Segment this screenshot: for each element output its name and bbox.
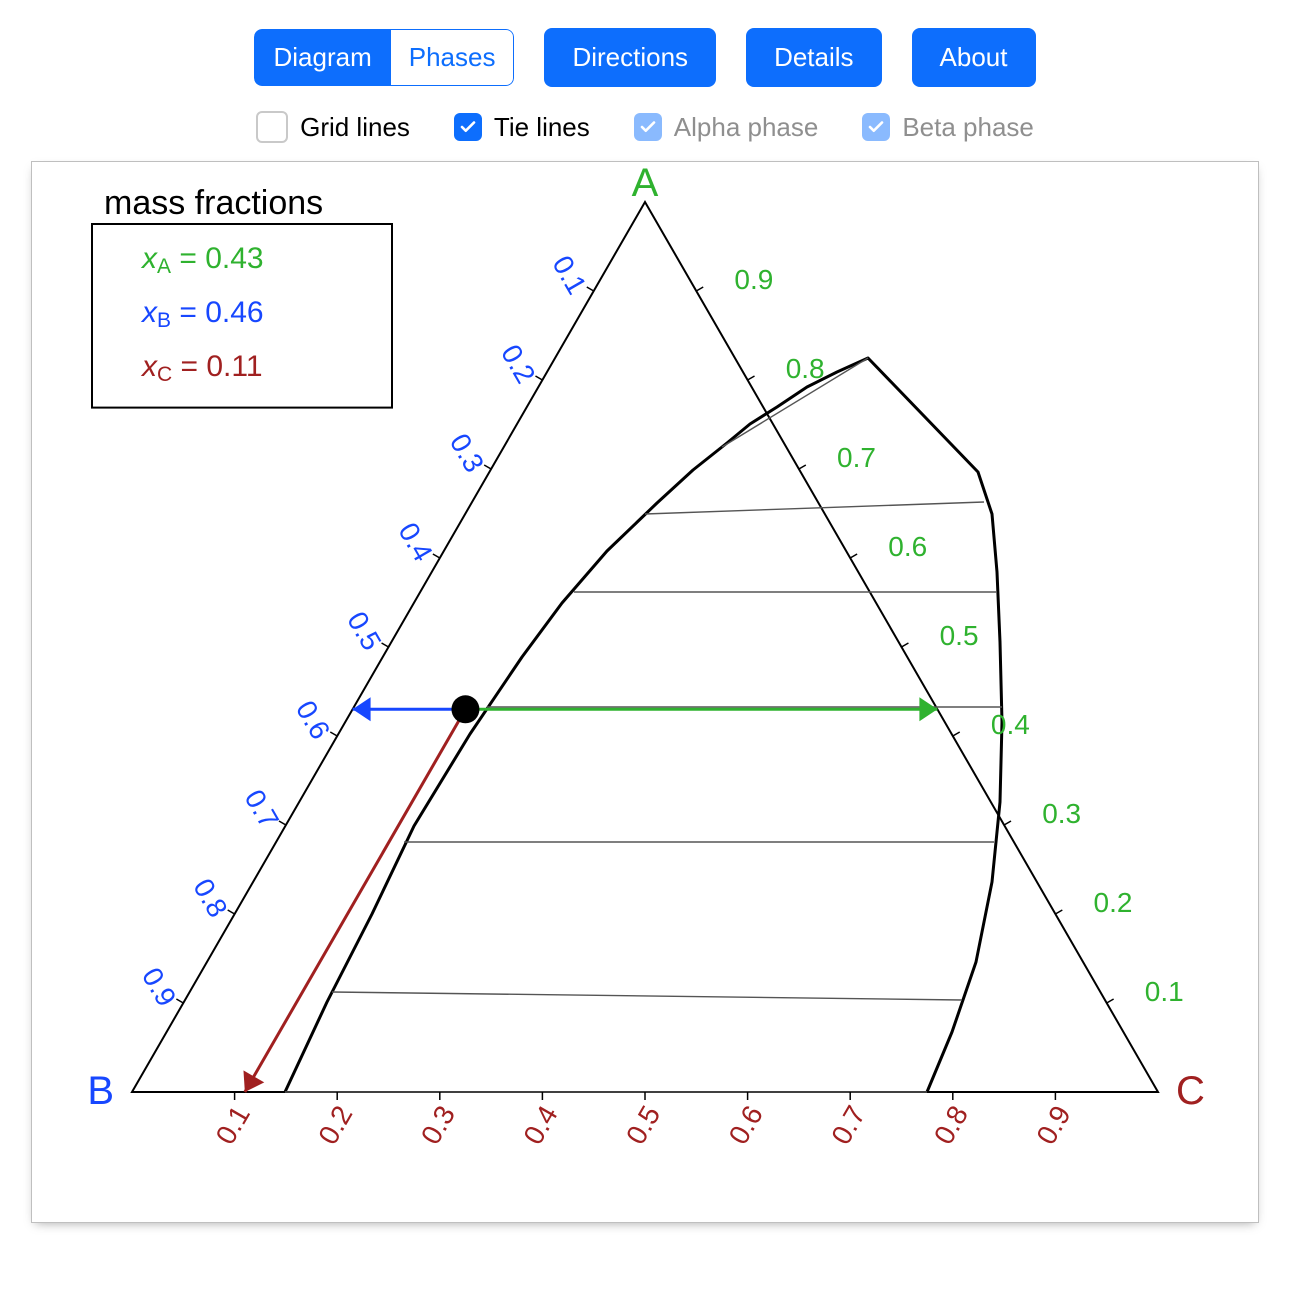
checkbox-icon bbox=[454, 113, 482, 141]
right-axis-tick-label: 0.9 bbox=[734, 264, 773, 295]
left-axis-tick-label: 0.4 bbox=[392, 517, 438, 566]
right-axis-tick bbox=[902, 643, 909, 647]
left-axis-tick bbox=[382, 643, 389, 647]
bottom-axis-tick-label: 0.4 bbox=[517, 1100, 563, 1149]
right-axis-tick-label: 0.4 bbox=[991, 709, 1030, 740]
left-axis-tick-label: 0.6 bbox=[290, 695, 336, 744]
checkbox-label: Grid lines bbox=[300, 112, 410, 143]
left-axis-tick bbox=[176, 999, 183, 1003]
vertex-b-label: B bbox=[87, 1069, 114, 1113]
beta-checkbox: Beta phase bbox=[862, 112, 1034, 143]
left-axis-tick bbox=[330, 732, 337, 736]
right-axis-tick-label: 0.2 bbox=[1094, 887, 1133, 918]
phases-tab[interactable]: Phases bbox=[390, 29, 515, 86]
view-toggle[interactable]: Diagram Phases bbox=[254, 29, 514, 86]
checkbox-label: Tie lines bbox=[494, 112, 590, 143]
legend-row: xA = 0.43 bbox=[140, 242, 264, 278]
alpha-checkbox: Alpha phase bbox=[634, 112, 819, 143]
vertex-a-label: A bbox=[632, 162, 659, 205]
right-axis-tick-label: 0.3 bbox=[1042, 798, 1081, 829]
ternary-diagram[interactable]: ABC0.10.20.30.40.50.60.70.80.90.10.20.30… bbox=[32, 162, 1258, 1222]
left-axis-tick bbox=[433, 554, 440, 558]
arrow-head bbox=[919, 697, 937, 721]
tie-line bbox=[645, 502, 984, 514]
arrow-head bbox=[353, 697, 371, 721]
left-axis-tick-label: 0.8 bbox=[187, 873, 233, 922]
left-axis-tick bbox=[279, 821, 286, 825]
checkbox-icon bbox=[862, 113, 890, 141]
details-button[interactable]: Details bbox=[746, 28, 881, 87]
tie-line bbox=[332, 992, 962, 1000]
directions-button[interactable]: Directions bbox=[544, 28, 716, 87]
bottom-axis-tick-label: 0.7 bbox=[825, 1100, 871, 1149]
mixture-point[interactable] bbox=[451, 695, 479, 723]
diagram-tab[interactable]: Diagram bbox=[254, 29, 389, 86]
bottom-axis-tick-label: 0.5 bbox=[620, 1100, 666, 1149]
vertex-c-label: C bbox=[1176, 1069, 1205, 1113]
left-axis-tick-label: 0.5 bbox=[341, 606, 387, 655]
right-axis-tick bbox=[696, 287, 703, 291]
binodal-curve bbox=[285, 358, 1002, 1092]
bottom-axis-tick-label: 0.8 bbox=[928, 1100, 974, 1149]
right-axis-tick bbox=[850, 554, 857, 558]
checkbox-label: Beta phase bbox=[902, 112, 1034, 143]
triangle-outline bbox=[132, 202, 1158, 1092]
left-axis-tick-label: 0.3 bbox=[444, 428, 490, 477]
bottom-axis-tick-label: 0.1 bbox=[210, 1100, 256, 1149]
right-axis-tick-label: 0.7 bbox=[837, 442, 876, 473]
checkbox-icon bbox=[256, 111, 288, 143]
right-axis-tick bbox=[1004, 821, 1011, 825]
right-axis-tick bbox=[799, 465, 806, 469]
legend-row: xC = 0.11 bbox=[140, 350, 263, 386]
right-axis-tick-label: 0.1 bbox=[1145, 976, 1184, 1007]
tielines-checkbox[interactable]: Tie lines bbox=[454, 112, 590, 143]
legend-title: mass fractions bbox=[104, 184, 323, 222]
right-axis-tick-label: 0.6 bbox=[888, 531, 927, 562]
bottom-axis-tick-label: 0.2 bbox=[312, 1100, 358, 1149]
right-axis-tick bbox=[1055, 910, 1062, 914]
left-axis-tick bbox=[228, 910, 235, 914]
bottom-axis-tick-label: 0.6 bbox=[723, 1100, 769, 1149]
legend-row: xB = 0.46 bbox=[140, 296, 264, 332]
diagram-panel: ABC0.10.20.30.40.50.60.70.80.90.10.20.30… bbox=[31, 161, 1259, 1223]
right-axis-tick-label: 0.8 bbox=[786, 353, 825, 384]
arrow-shaft bbox=[245, 709, 466, 1092]
left-axis-tick bbox=[484, 465, 491, 469]
about-button[interactable]: About bbox=[912, 28, 1036, 87]
right-axis-tick bbox=[953, 732, 960, 736]
checkbox-icon bbox=[634, 113, 662, 141]
checkbox-label: Alpha phase bbox=[674, 112, 819, 143]
left-axis-tick-label: 0.7 bbox=[239, 784, 285, 833]
left-axis-tick-label: 0.9 bbox=[136, 962, 182, 1011]
bottom-axis-tick-label: 0.9 bbox=[1030, 1100, 1076, 1149]
bottom-axis-tick-label: 0.3 bbox=[415, 1100, 461, 1149]
left-axis-tick bbox=[535, 376, 542, 380]
gridlines-checkbox[interactable]: Grid lines bbox=[256, 111, 410, 143]
right-axis-tick bbox=[1107, 999, 1114, 1003]
left-axis-tick-label: 0.1 bbox=[546, 250, 592, 299]
right-axis-tick-label: 0.5 bbox=[940, 620, 979, 651]
left-axis-tick bbox=[587, 287, 594, 291]
right-axis-tick bbox=[748, 376, 755, 380]
left-axis-tick-label: 0.2 bbox=[495, 339, 541, 388]
